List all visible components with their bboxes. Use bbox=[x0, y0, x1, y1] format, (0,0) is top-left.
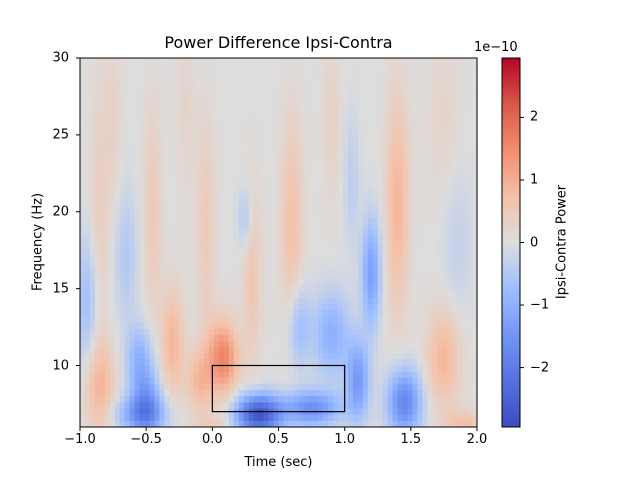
x-tick-label: 1.5 bbox=[400, 432, 422, 447]
y-tick-label: 25 bbox=[52, 127, 69, 143]
x-tick-label: 0.0 bbox=[201, 432, 223, 447]
colorbar-tick-label: 1 bbox=[530, 172, 539, 188]
colorbar-ticks bbox=[520, 116, 524, 369]
x-axis-ticks bbox=[79, 427, 478, 431]
y-axis-label: Frequency (Hz) bbox=[30, 192, 46, 292]
colorbar bbox=[501, 57, 521, 428]
colorbar-exponent: 1e−10 bbox=[474, 40, 518, 55]
colorbar-tick-label: −2 bbox=[530, 360, 550, 376]
y-tick-label: 15 bbox=[52, 281, 69, 297]
x-tick-label: −1.0 bbox=[64, 432, 96, 447]
x-tick-label: −0.5 bbox=[130, 432, 162, 447]
colorbar-label: Ipsi-Contra Power bbox=[554, 184, 570, 300]
heatmap bbox=[80, 58, 478, 428]
x-tick-label: 0.5 bbox=[268, 432, 289, 447]
colorbar-tick-label: 2 bbox=[530, 109, 539, 125]
x-tick-label: 1.0 bbox=[334, 432, 355, 447]
roi-rectangle bbox=[211, 364, 346, 413]
x-tick-label: 2.0 bbox=[466, 432, 488, 447]
colorbar-tick-label: −1 bbox=[530, 297, 550, 313]
colorbar-tick-label: 0 bbox=[530, 235, 539, 250]
y-axis-ticks bbox=[76, 57, 80, 366]
y-tick-label: 30 bbox=[52, 50, 69, 66]
chart-title: Power Difference Ipsi-Contra bbox=[164, 33, 393, 52]
y-tick-label: 10 bbox=[52, 358, 69, 373]
x-axis-label: Time (sec) bbox=[244, 455, 313, 470]
y-tick-label: 20 bbox=[52, 204, 69, 220]
